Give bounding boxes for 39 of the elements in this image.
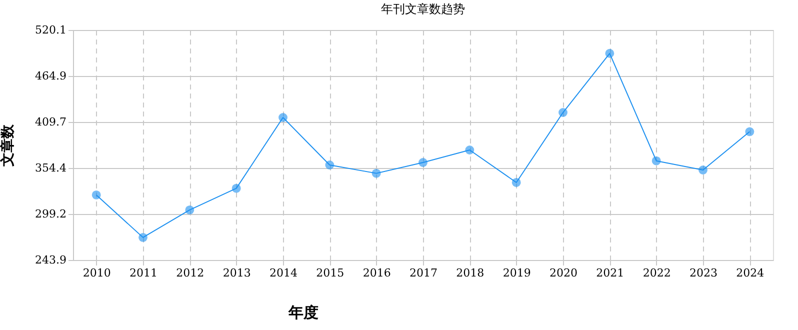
point (372, 168, 381, 178)
x-tick-label: 2015 (316, 266, 344, 280)
y-tick-label: 520.1 (35, 24, 66, 36)
x-tick-label: 2024 (736, 266, 764, 280)
chart-title: 年刊文章数趋势 (381, 2, 465, 16)
x-tick-label: 2022 (642, 266, 671, 280)
y-tick-label: 243.9 (35, 254, 66, 266)
x-tick-label: 2023 (690, 266, 718, 280)
x-tick-label: 2014 (270, 266, 298, 280)
x-axis-title: 年度 (288, 304, 318, 322)
point (745, 127, 754, 136)
point (185, 205, 194, 214)
y-tick-label: 354.4 (35, 161, 66, 174)
point (558, 108, 568, 117)
point (512, 178, 521, 187)
x-tick-label: 2012 (176, 266, 204, 280)
point (465, 146, 474, 154)
x-tick-label: 2017 (410, 266, 438, 280)
point (698, 166, 708, 174)
point (418, 158, 428, 167)
point (652, 156, 661, 166)
point (138, 232, 148, 242)
point (278, 113, 288, 122)
y-axis-title: 文章数 (0, 124, 16, 168)
x-tick-label: 2019 (502, 266, 531, 280)
point (605, 48, 614, 58)
x-tick-label: 2020 (550, 266, 578, 280)
x-tick-label: 2016 (362, 266, 391, 280)
y-tick-label: 299.2 (35, 207, 66, 220)
x-tick-label: 2018 (456, 266, 484, 280)
x-tick-label: 2010 (82, 266, 111, 280)
x-tick-label: 2013 (222, 266, 251, 280)
y-tick-label: 409.7 (35, 115, 66, 128)
point (325, 160, 334, 170)
point (232, 184, 241, 193)
x-tick-label: 2021 (596, 266, 624, 280)
point (92, 190, 101, 200)
x-tick-label: 2011 (130, 266, 158, 280)
y-tick-label: 464.9 (35, 69, 66, 82)
